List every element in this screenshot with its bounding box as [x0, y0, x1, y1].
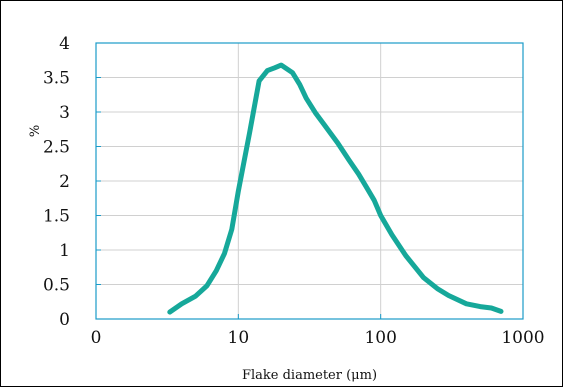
x-tick-label: 100: [364, 328, 396, 348]
y-tick-label: 2: [59, 172, 70, 192]
y-tick-label: 2.5: [43, 138, 70, 158]
x-tick-label: 1000: [501, 328, 544, 348]
y-tick-label: 1: [59, 241, 70, 261]
y-tick-label: 0.5: [43, 276, 70, 296]
y-axis-label: %: [28, 125, 43, 137]
x-axis-label: Flake diameter (μm): [242, 368, 377, 383]
y-tick-label: 1.5: [43, 207, 70, 227]
y-tick-label: 3: [59, 103, 70, 123]
series-line: [167, 62, 504, 315]
x-tick-label: 10: [228, 328, 250, 348]
y-tick-label: 4: [59, 34, 70, 54]
y-tick-label: 3.5: [43, 69, 70, 89]
y-tick-label: 0: [59, 310, 70, 330]
x-tick-label: 0: [91, 328, 102, 348]
